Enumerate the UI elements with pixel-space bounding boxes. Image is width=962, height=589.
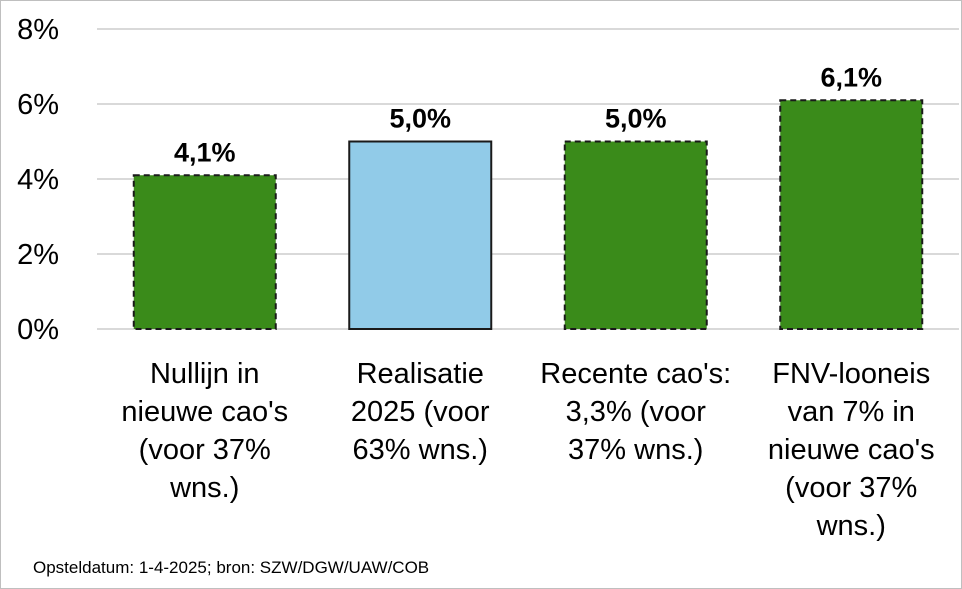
- y-axis-tick-labels: 0% 2% 4% 6% 8%: [17, 14, 59, 346]
- category-label: Nullijn in nieuwe cao's (voor 37% wns.): [121, 358, 289, 504]
- data-label: 5,0%: [389, 104, 451, 134]
- category-label: Realisatie 2025 (voor 63% wns.): [350, 358, 490, 466]
- category-label: FNV-looneis van 7% in nieuwe cao's (voor…: [767, 358, 935, 542]
- data-label: 5,0%: [605, 104, 667, 134]
- bar: [132, 174, 277, 330]
- category-label: Recente cao's: 3,3% (voor 37% wns.): [540, 358, 732, 466]
- y-tick-label: 8%: [17, 14, 59, 46]
- y-tick-label: 2%: [17, 239, 59, 271]
- data-label: 4,1%: [174, 137, 236, 167]
- bar: [563, 140, 708, 330]
- source-note: Opsteldatum: 1-4-2025; bron: SZW/DGW/UAW…: [33, 558, 430, 577]
- y-tick-label: 4%: [17, 164, 59, 196]
- data-labels: 4,1% 5,0% 5,0% 6,1%: [174, 62, 882, 167]
- y-tick-label: 6%: [17, 89, 59, 121]
- bar: [779, 99, 924, 330]
- data-label: 6,1%: [820, 62, 882, 92]
- bars: [132, 99, 924, 330]
- y-tick-label: 0%: [17, 314, 59, 346]
- bar: [348, 140, 493, 330]
